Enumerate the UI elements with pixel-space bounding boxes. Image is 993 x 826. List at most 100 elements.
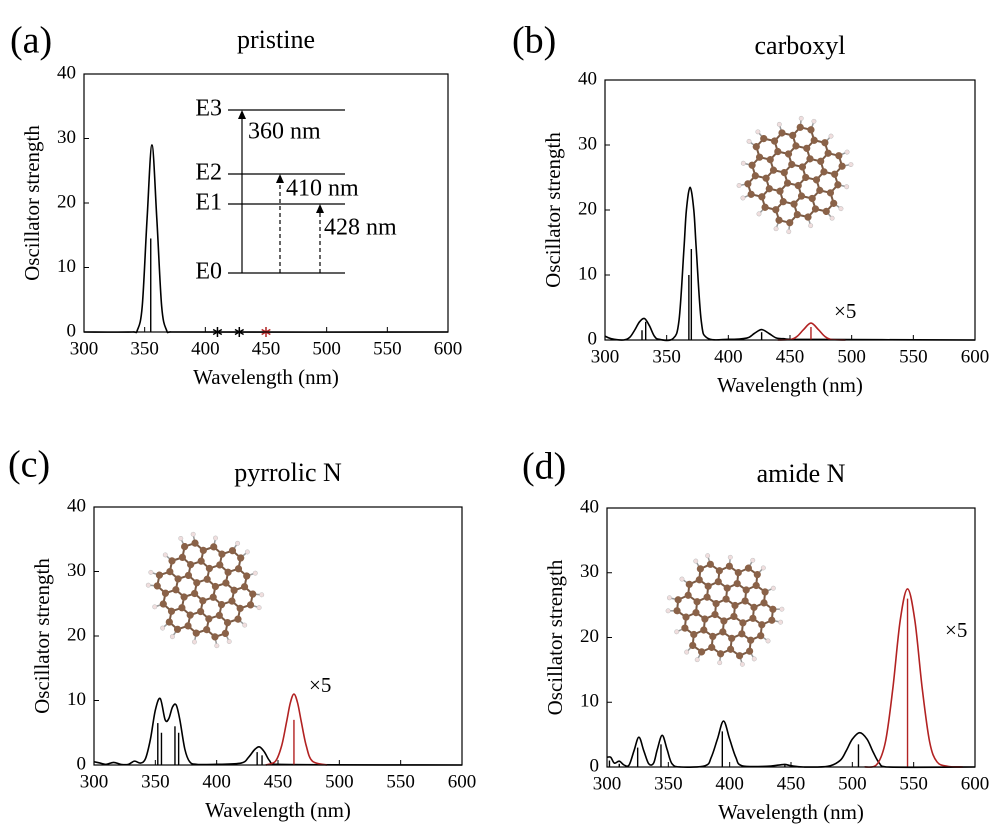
y-tick-label: 0 <box>590 755 600 776</box>
x-tick-label: 350 <box>141 771 170 792</box>
hydrogen <box>773 226 779 232</box>
molecule <box>136 524 273 656</box>
x-tick-label: 300 <box>593 773 622 794</box>
x-tick-label: 450 <box>252 338 281 359</box>
y-tick-label: 10 <box>578 263 597 284</box>
carbon <box>696 565 704 573</box>
hydrogen <box>680 577 685 582</box>
x-tick-label: 550 <box>899 773 928 794</box>
x-axis-label: Wavelength (nm) <box>205 798 351 822</box>
level-label: E0 <box>195 259 222 285</box>
hydrogen <box>740 662 745 667</box>
panel-label: (c) <box>8 444 50 486</box>
x-tick-label: 500 <box>312 338 341 359</box>
hydrogen <box>257 605 262 610</box>
x-axis-label: Wavelength (nm) <box>193 365 339 389</box>
hydrogen <box>778 620 783 625</box>
x-tick-label: 300 <box>80 771 109 792</box>
y-tick-label: 10 <box>67 689 86 710</box>
y-tick-label: 10 <box>57 256 76 277</box>
y-axis-label: Oscillator strength <box>20 125 44 281</box>
x-axis-label: Wavelength (nm) <box>717 373 863 397</box>
hydrogen <box>717 660 722 665</box>
x-tick-label: 400 <box>191 338 220 359</box>
y-tick-label: 0 <box>588 328 598 349</box>
y-tick-label: 20 <box>578 198 597 219</box>
plot-frame <box>607 508 975 767</box>
x-tick-label: 600 <box>434 338 463 359</box>
molecule <box>723 105 868 245</box>
carbon <box>674 596 682 604</box>
y-tick-label: 40 <box>578 68 597 89</box>
hydrogen <box>214 643 219 648</box>
molecule <box>661 549 789 671</box>
hydrogen <box>752 656 757 661</box>
transition-label: 428 nm <box>324 215 397 241</box>
carbon <box>768 616 776 624</box>
panel-label: (a) <box>10 20 52 62</box>
x-tick-label: 450 <box>777 773 806 794</box>
hydrogen <box>786 229 792 235</box>
transition-label: 360 nm <box>248 119 321 145</box>
level-label: E1 <box>195 190 222 216</box>
hydrogen <box>667 595 672 600</box>
hydrogen <box>777 122 783 128</box>
spectrum-line <box>266 694 327 765</box>
carbon <box>806 125 815 134</box>
carbon <box>775 216 784 225</box>
x-tick-label: 600 <box>961 346 990 367</box>
x-tick-label: 550 <box>373 338 402 359</box>
y-tick-label: 20 <box>580 626 599 647</box>
x-tick-label: 500 <box>838 773 867 794</box>
hydrogen <box>736 183 742 189</box>
hydrogen <box>148 570 153 575</box>
carbon <box>834 151 843 160</box>
annotation: ×5 <box>945 618 967 642</box>
y-tick-label: 40 <box>67 495 86 516</box>
carbon <box>747 190 756 199</box>
arrow-head <box>276 174 284 183</box>
x-tick-label: 350 <box>654 773 683 794</box>
spectrum-line <box>605 187 975 340</box>
hydrogen <box>693 559 698 564</box>
hydrogen <box>766 639 771 644</box>
y-tick-label: 0 <box>67 320 77 341</box>
x-tick-label: 300 <box>591 346 620 367</box>
hydrogen <box>191 532 196 537</box>
spectrum-line <box>865 589 963 767</box>
carbon <box>221 629 229 637</box>
hydrogen <box>780 607 785 612</box>
hydrogen <box>695 657 700 662</box>
y-axis-label: Oscillator strength <box>30 558 54 714</box>
hydrogen <box>798 116 804 122</box>
x-tick-label: 300 <box>70 338 99 359</box>
figure: (a)pristineWavelength (nm)Oscillator str… <box>0 0 993 826</box>
plot-frame <box>605 80 975 340</box>
y-tick-label: 40 <box>580 496 599 517</box>
y-tick-label: 30 <box>57 127 76 148</box>
hydrogen <box>811 119 817 125</box>
chart-title: carboxyl <box>755 31 846 60</box>
arrow-head <box>316 204 324 213</box>
y-tick-label: 0 <box>77 753 87 774</box>
x-tick-label: 450 <box>776 346 805 367</box>
hydrogen <box>705 553 710 558</box>
hydrogen <box>771 586 776 591</box>
hydrogen <box>741 160 747 166</box>
y-tick-label: 30 <box>578 133 597 154</box>
hydrogen <box>178 536 183 541</box>
hydrogen <box>227 639 232 644</box>
hydrogen <box>684 650 689 655</box>
y-tick-label: 30 <box>580 561 599 582</box>
x-tick-label: 400 <box>202 771 231 792</box>
spectrum-line <box>607 721 975 767</box>
chart-title: pyrrolic N <box>234 458 342 487</box>
chart-title: amide N <box>757 459 846 488</box>
x-tick-label: 550 <box>386 771 415 792</box>
x-tick-label: 350 <box>130 338 159 359</box>
hydrogen <box>152 604 157 609</box>
hydrogen <box>808 223 814 229</box>
carbon <box>746 647 754 655</box>
carbon <box>246 601 254 609</box>
level-label: E3 <box>195 96 222 122</box>
